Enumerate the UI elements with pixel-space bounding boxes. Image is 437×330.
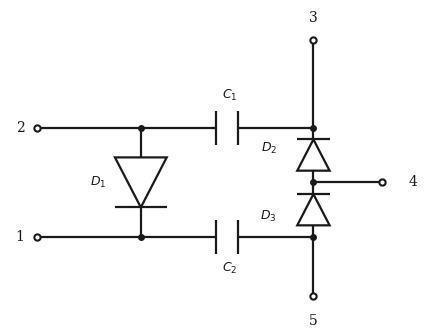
Text: $D_3$: $D_3$ bbox=[260, 209, 277, 224]
Text: $C_1$: $C_1$ bbox=[222, 88, 237, 103]
Polygon shape bbox=[297, 194, 329, 225]
Text: 1: 1 bbox=[16, 230, 24, 244]
Text: 4: 4 bbox=[408, 175, 417, 189]
Text: $D_1$: $D_1$ bbox=[90, 175, 106, 190]
Text: 5: 5 bbox=[309, 314, 318, 328]
Polygon shape bbox=[297, 140, 329, 171]
Text: $D_2$: $D_2$ bbox=[260, 141, 277, 155]
Text: 3: 3 bbox=[309, 12, 318, 25]
Text: $C_2$: $C_2$ bbox=[222, 260, 237, 276]
Polygon shape bbox=[115, 157, 167, 207]
Text: 2: 2 bbox=[16, 121, 24, 135]
